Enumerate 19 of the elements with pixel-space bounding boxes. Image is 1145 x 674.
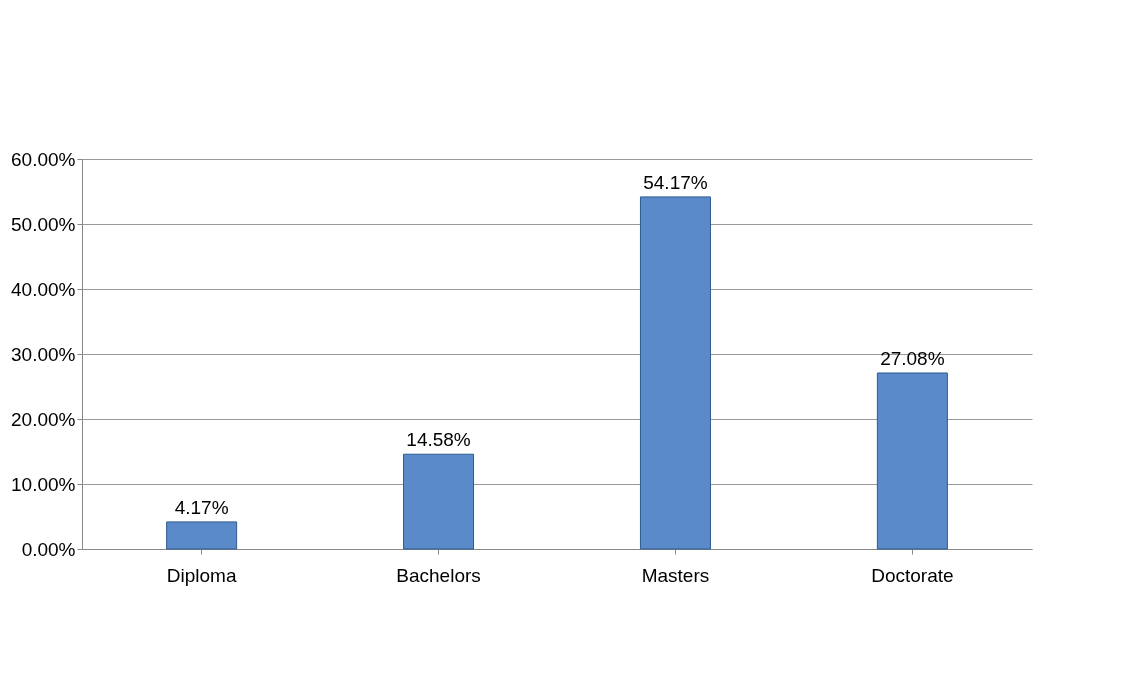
x-tick-label: Masters <box>641 564 710 586</box>
data-label: 27.08% <box>880 347 945 369</box>
bar <box>639 196 711 550</box>
y-tick-label: 10.00% <box>11 473 76 495</box>
x-tick-label: Diploma <box>166 564 237 586</box>
y-tick-label: 0.00% <box>21 538 76 560</box>
y-tick-label: 30.00% <box>11 343 76 365</box>
y-tick-label: 20.00% <box>11 408 76 430</box>
bar <box>876 372 948 550</box>
data-label: 54.17% <box>643 171 708 193</box>
y-tick-label: 40.00% <box>11 278 76 300</box>
y-tick-label: 50.00% <box>11 213 76 235</box>
x-tick-label: Bachelors <box>396 564 481 586</box>
y-tick-label: 60.00% <box>11 148 76 170</box>
data-label: 4.17% <box>174 496 229 518</box>
data-label: 14.58% <box>406 429 471 451</box>
x-tick-label: Doctorate <box>871 564 954 586</box>
bar <box>403 453 475 550</box>
bar <box>166 521 238 550</box>
